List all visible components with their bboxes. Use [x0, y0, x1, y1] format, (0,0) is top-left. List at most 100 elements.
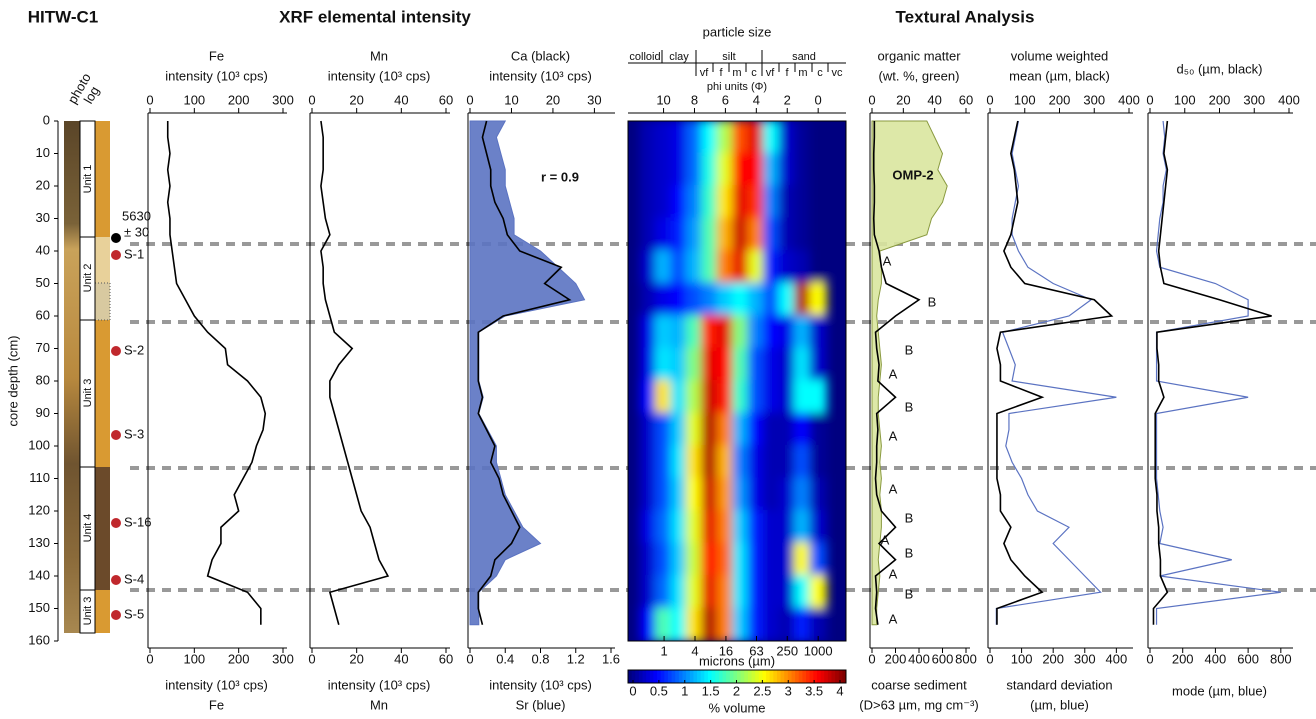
- x-tick-label: 1.2: [567, 651, 585, 666]
- heatmap-cell: [747, 347, 766, 382]
- date-label: 5630: [122, 208, 151, 223]
- section-title: Textural Analysis: [896, 7, 1035, 26]
- heatmap-cell: [716, 152, 735, 187]
- colorbar-step: [740, 670, 745, 683]
- x2-tick-label: 1: [660, 643, 667, 658]
- colorbar-step: [631, 670, 636, 683]
- y-tick-label: 70: [36, 340, 50, 355]
- x-tick-label: 100: [1174, 92, 1196, 107]
- heatmap-cell: [670, 152, 688, 187]
- x-tick-label: 0: [986, 651, 993, 666]
- heatmap-cell: [639, 542, 657, 577]
- heatmap-cell: [809, 412, 827, 447]
- annotation: A: [889, 481, 898, 496]
- colorbar-step: [806, 670, 811, 683]
- heatmap-cell: [685, 575, 704, 610]
- colorbar-step: [816, 670, 822, 683]
- colorbar-step: [649, 670, 654, 683]
- heatmap-cell: [639, 282, 657, 317]
- colorbar-step: [628, 670, 633, 683]
- annotation: A: [889, 611, 898, 626]
- colorbar-label: % volume: [708, 700, 765, 715]
- colorbar-step: [689, 670, 694, 683]
- heatmap-cell: [809, 121, 827, 155]
- heatmap-cell: [732, 250, 750, 285]
- heatmap-cell: [701, 575, 719, 610]
- heatmap-cell: [747, 282, 766, 317]
- heatmap-cells: [639, 121, 827, 641]
- colorbar-tick-label: 0.5: [650, 683, 668, 698]
- axis-title: Fe: [209, 48, 224, 63]
- colorbar-step: [813, 670, 818, 683]
- colorbar-tick-label: 2: [733, 683, 740, 698]
- heatmap-cell: [654, 347, 673, 382]
- heatmap-cell: [639, 250, 657, 285]
- colorbar-step: [784, 670, 789, 683]
- colorbar-step: [769, 670, 774, 683]
- annotation: B: [905, 342, 914, 357]
- heatmap-cell: [716, 347, 735, 382]
- x-tick-label: 800: [955, 651, 977, 666]
- y-tick-label: 60: [36, 307, 50, 322]
- heatmap-cell: [793, 152, 812, 187]
- heatmap-cell: [685, 185, 704, 220]
- heatmap-cell: [793, 412, 812, 447]
- grade-subclass: vf: [700, 67, 710, 79]
- heatmap-cell: [732, 315, 750, 350]
- heatmap-cell: [747, 380, 766, 415]
- heatmap-cell: [732, 510, 750, 545]
- date-label: ± 30: [124, 224, 149, 239]
- profile-line: [477, 120, 572, 625]
- heatmap-cell: [639, 445, 657, 480]
- x2-tick-label: 4: [691, 643, 698, 658]
- heatmap-cell: [654, 510, 673, 545]
- heatmap-cell: [654, 315, 673, 350]
- heatmap-cell: [793, 607, 812, 641]
- colorbar-tick-label: 1.5: [702, 683, 720, 698]
- heatmap-cell: [670, 347, 688, 382]
- heatmap-cell: [701, 217, 719, 252]
- heatmap-cell: [809, 445, 827, 480]
- heatmap-cell: [685, 607, 704, 641]
- heatmap-cell: [716, 445, 735, 480]
- heatmap-cell: [716, 217, 735, 252]
- x-tick-label: 200: [885, 651, 907, 666]
- heatmap-cell: [747, 185, 766, 220]
- grade-subclass: c: [751, 67, 757, 79]
- colorbar-step: [798, 670, 803, 683]
- sample-label: S-16: [124, 514, 151, 529]
- annotation: B: [905, 586, 914, 601]
- grade-class: silt: [722, 51, 735, 63]
- heatmap: [628, 121, 846, 641]
- axis-title: d₅₀ (µm, black): [1176, 61, 1262, 76]
- x-tick-label: 0: [146, 92, 153, 107]
- x-tick-label: 0: [308, 651, 315, 666]
- heatmap-cell: [639, 575, 657, 610]
- x-tick-label: 800: [1270, 651, 1292, 666]
- axis-title: intensity (10³ cps): [489, 68, 592, 83]
- x-tick-label: 300: [1074, 651, 1096, 666]
- unit-label: Unit 4: [82, 514, 94, 543]
- heatmap-cell: [793, 217, 812, 252]
- colorbar-step: [707, 670, 713, 683]
- heatmap-cell: [763, 477, 781, 512]
- axis-title: organic matter: [877, 48, 961, 63]
- colorbar-tick-label: 1: [681, 683, 688, 698]
- heatmap-cell: [639, 185, 657, 220]
- annotation: A: [889, 566, 898, 581]
- x-tick-label: 200: [1049, 92, 1071, 107]
- heatmap-cell: [732, 575, 750, 610]
- x-tick-label: 1.6: [602, 651, 620, 666]
- heatmap-cell: [732, 121, 750, 155]
- heatmap-cell: [732, 542, 750, 577]
- sample-dot: [111, 610, 121, 620]
- heatmap-cell: [809, 542, 827, 577]
- colorbar-step: [809, 670, 814, 683]
- heatmap-cell: [778, 575, 796, 610]
- heatmap-cell: [778, 250, 796, 285]
- profile-line: [320, 120, 390, 625]
- heatmap-cell: [670, 315, 688, 350]
- heatmap-cell: [716, 607, 735, 641]
- axis-title: Mn: [370, 48, 388, 63]
